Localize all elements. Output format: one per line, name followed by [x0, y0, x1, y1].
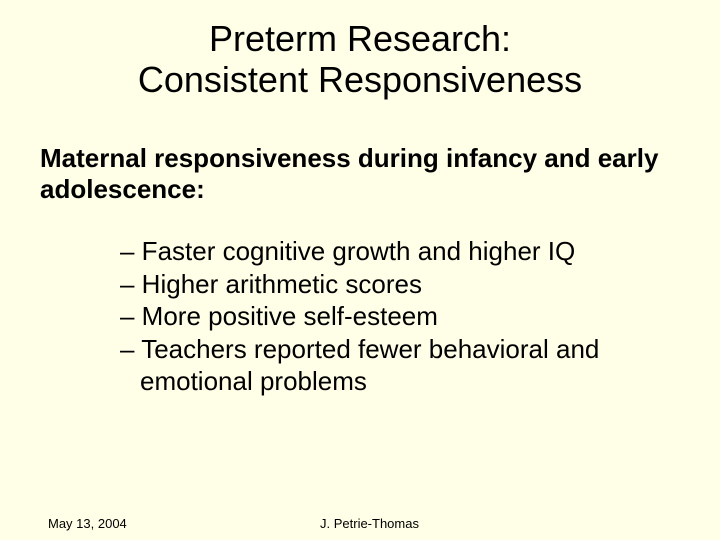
- bullet-list: – Faster cognitive growth and higher IQ …: [0, 205, 720, 398]
- bullet-item: – Teachers reported fewer behavioral and…: [120, 333, 670, 398]
- footer-author: J. Petrie-Thomas: [320, 516, 419, 531]
- bullet-item: – Faster cognitive growth and higher IQ: [120, 235, 670, 268]
- title-line-2: Consistent Responsiveness: [0, 59, 720, 100]
- bullet-item: – Higher arithmetic scores: [120, 268, 670, 301]
- bullet-item: – More positive self-esteem: [120, 300, 670, 333]
- slide-subtitle: Maternal responsiveness during infancy a…: [0, 101, 720, 205]
- footer-date: May 13, 2004: [48, 516, 127, 531]
- slide-title: Preterm Research: Consistent Responsiven…: [0, 0, 720, 101]
- title-line-1: Preterm Research:: [0, 18, 720, 59]
